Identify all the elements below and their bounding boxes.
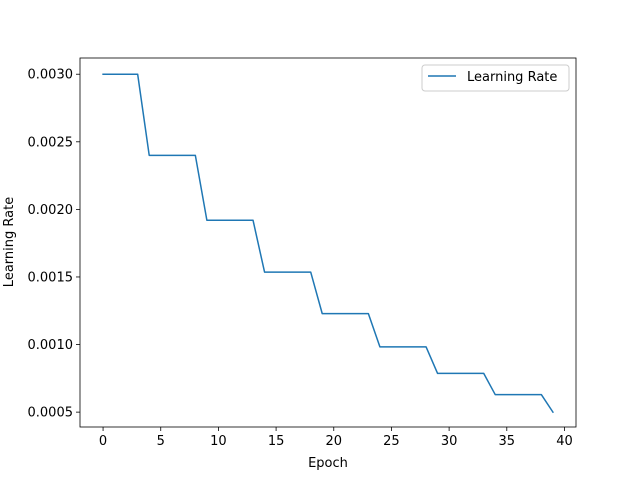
x-tick-label: 20: [325, 434, 342, 449]
x-tick-label: 30: [441, 434, 458, 449]
y-tick-label: 0.0015: [28, 270, 74, 285]
x-tick-label: 25: [383, 434, 400, 449]
y-tick-label: 0.0025: [28, 135, 74, 150]
x-tick-label: 15: [268, 434, 285, 449]
x-tick-label: 5: [157, 434, 165, 449]
x-tick-label: 35: [499, 434, 516, 449]
x-tick-label: 10: [210, 434, 227, 449]
legend-label-learning-rate: Learning Rate: [467, 70, 557, 85]
y-axis-ticks: 0.0005 0.0010 0.0015 0.0020 0.0025 0.0030: [28, 68, 80, 421]
x-tick-label: 0: [99, 434, 107, 449]
legend: Learning Rate: [421, 64, 570, 92]
series-layer: [102, 73, 554, 414]
axes-frame: [79, 57, 577, 428]
y-tick-label: 0.0020: [28, 203, 74, 218]
x-axis-ticks: 0 5 10 15 20 25 30 35 40: [99, 427, 573, 449]
legend-box: [421, 64, 570, 92]
x-axis-label: Epoch: [308, 456, 348, 471]
y-tick-label: 0.0030: [28, 68, 74, 83]
series-line-learning-rate: [102, 73, 554, 414]
y-tick-label: 0.0010: [28, 338, 74, 353]
x-tick-label: 40: [556, 434, 573, 449]
y-tick-label: 0.0005: [28, 406, 74, 421]
y-axis-label: Learning Rate: [2, 197, 17, 287]
axes-border: [79, 57, 577, 428]
